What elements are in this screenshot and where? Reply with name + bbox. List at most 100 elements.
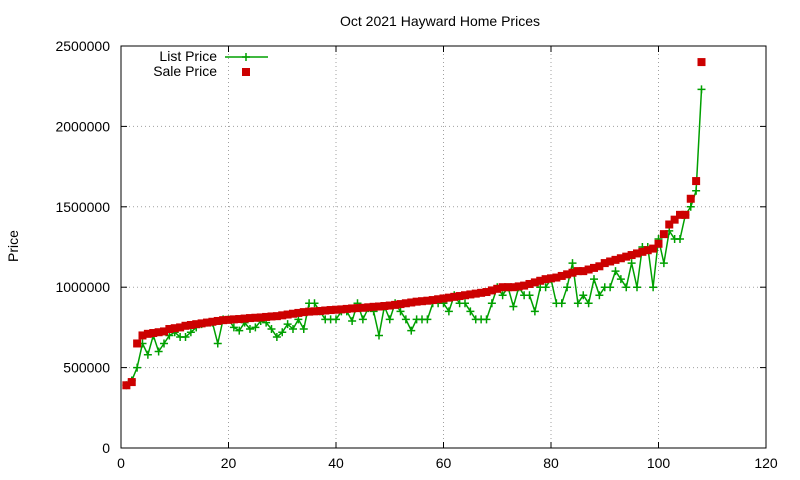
sale-price-point <box>337 305 346 314</box>
sale-price-point <box>262 312 271 321</box>
list-price-point <box>595 291 604 300</box>
sale-price-point <box>299 308 308 317</box>
sale-price-point <box>310 307 319 316</box>
list-price-point <box>229 323 238 332</box>
sale-price-point <box>450 292 459 301</box>
list-price-point <box>444 307 453 316</box>
sale-price-point <box>428 296 437 305</box>
sale-price-point <box>267 312 276 321</box>
list-price-point <box>251 323 260 332</box>
sale-price-point <box>493 284 502 293</box>
sale-price-point <box>176 323 185 332</box>
sale-price-point <box>547 274 555 283</box>
sale-price-point <box>272 312 281 321</box>
sale-price-point <box>665 220 674 229</box>
list-price-point <box>213 339 222 348</box>
sale-price-point <box>256 313 265 322</box>
sale-price-point <box>294 308 303 317</box>
sale-price-point <box>573 267 582 276</box>
sale-price-point <box>584 265 593 274</box>
list-price-point <box>407 326 416 335</box>
list-price-point <box>697 85 706 94</box>
sale-price-point <box>670 215 679 224</box>
list-price-point <box>289 325 297 334</box>
list-price-point <box>186 328 195 337</box>
list-price-point <box>310 299 319 308</box>
x-tick-label: 120 <box>754 455 778 471</box>
sale-price-point <box>461 291 469 300</box>
sale-price-point <box>455 292 464 301</box>
sale-price-point <box>595 262 604 271</box>
sale-price-point <box>353 304 362 313</box>
list-price-point <box>606 283 615 292</box>
sale-price-point <box>203 318 211 327</box>
sale-price-point <box>396 300 405 309</box>
sale-price-point <box>697 58 706 67</box>
sale-price-point <box>224 315 233 324</box>
sale-price-point <box>251 313 260 322</box>
list-price-point <box>579 291 588 300</box>
list-price-point <box>568 259 577 268</box>
list-price-point <box>348 316 357 325</box>
sale-price-point <box>278 311 287 320</box>
x-tick-label: 40 <box>328 455 344 471</box>
list-price-point <box>627 259 636 268</box>
list-price-point <box>509 302 518 311</box>
sale-price-point <box>611 255 620 264</box>
list-price-point <box>633 283 641 292</box>
sale-price-point <box>509 283 518 292</box>
sale-price-point <box>289 309 297 318</box>
sale-price-point <box>477 288 486 297</box>
sale-price-point <box>654 239 663 248</box>
sale-price-point <box>514 282 523 291</box>
list-price-point <box>143 350 152 359</box>
sale-price-point <box>434 295 443 304</box>
sale-price-point <box>127 378 136 387</box>
sale-price-point <box>321 306 330 315</box>
list-price-point <box>235 326 244 335</box>
sale-price-point <box>627 251 636 260</box>
list-price-point <box>557 299 566 308</box>
sale-price-point <box>568 268 577 277</box>
list-price-point <box>423 315 432 324</box>
list-price-point <box>525 291 534 300</box>
sale-price-point <box>401 299 410 308</box>
y-tick-label: 0 <box>102 440 110 456</box>
sale-price-point <box>525 279 534 288</box>
list-price-point <box>530 307 539 316</box>
legend-marker-list-price <box>242 53 250 61</box>
sale-price-point <box>240 314 249 323</box>
sale-price-point <box>504 283 512 292</box>
list-price-point <box>299 325 308 334</box>
sale-price-point <box>541 275 550 284</box>
sale-price-point <box>138 331 147 340</box>
sale-price-point <box>590 263 598 272</box>
sale-price-point <box>197 319 206 328</box>
chart-title: Oct 2021 Hayward Home Prices <box>340 13 540 29</box>
list-price-point <box>160 339 168 348</box>
list-price-point <box>401 315 410 324</box>
sale-price-point <box>391 300 400 309</box>
list-price-point <box>616 275 625 284</box>
sale-price-point <box>342 304 351 313</box>
sale-price-point <box>638 247 647 256</box>
sale-price-point <box>622 252 631 261</box>
sale-price-point <box>471 289 480 298</box>
y-tick-label: 500000 <box>63 360 110 376</box>
sale-price-point <box>412 297 421 306</box>
x-tick-label: 100 <box>647 455 671 471</box>
sale-price-point <box>246 314 254 323</box>
sale-price-point <box>482 288 491 297</box>
sale-price-point <box>160 327 168 336</box>
sale-price-point <box>616 254 625 263</box>
list-price-point <box>482 315 491 324</box>
list-price-point <box>461 299 469 308</box>
list-price-point <box>396 307 405 316</box>
sale-price-point <box>633 249 641 258</box>
sale-price-point <box>536 276 545 285</box>
list-price-point <box>573 299 582 308</box>
list-price-point <box>541 283 550 292</box>
list-price-point <box>563 283 572 292</box>
list-price-line <box>125 89 703 386</box>
